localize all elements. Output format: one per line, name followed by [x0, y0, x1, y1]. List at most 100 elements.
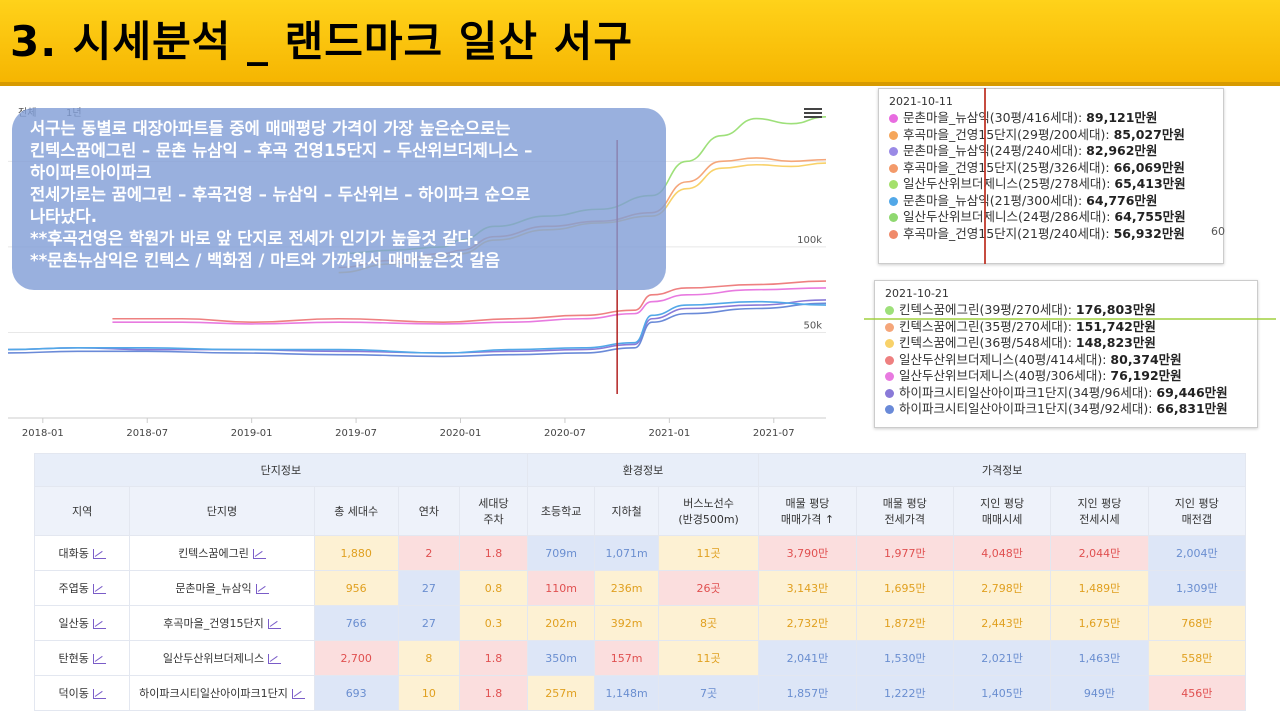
table-cell: 10 [397, 675, 461, 711]
table-column-header: 총 세대수 [313, 486, 399, 536]
cell-text: 110m [545, 581, 577, 595]
table-cell: 27 [397, 605, 461, 641]
table-cell: 1,695만 [855, 570, 954, 606]
table-column-header: 매물 평당 전세가격 [855, 486, 954, 536]
cell-text: 157m [610, 651, 643, 665]
cell-text: 0.3 [484, 616, 503, 630]
trend-chart-icon[interactable] [268, 654, 282, 664]
cell-text: 27 [421, 616, 436, 630]
complex-name-cell[interactable]: 문촌마을_뉴삼익 [129, 570, 315, 606]
cell-text: 1,880 [340, 546, 372, 560]
table-cell: 1,222만 [855, 675, 954, 711]
trend-chart-icon[interactable] [92, 619, 106, 629]
table-column-header: 지인 평당 전세시세 [1050, 486, 1149, 536]
tooltip-row: 킨텍스꿈에그린(35평/270세대): 151,742만원 [885, 319, 1247, 336]
trend-chart-icon[interactable] [92, 549, 106, 559]
tooltip-row-value: 66,831만원 [1156, 401, 1228, 416]
x-tick-label: 2020-01 [440, 428, 482, 439]
cell-text: 2,044만 [1078, 547, 1121, 560]
table-column-header: 초등학교 [526, 486, 596, 536]
cell-text: 2,041만 [786, 652, 829, 665]
complex-name-cell[interactable]: 후곡마을_건영15단지 [129, 605, 315, 641]
series-dot-icon [889, 196, 898, 206]
trend-chart-icon[interactable] [92, 584, 106, 594]
chart-menu-icon[interactable] [804, 106, 822, 120]
tooltip-row-label: 하이파크시티일산아이파크1단지(34평/92세대): [899, 401, 1157, 416]
tooltip-marker-line [984, 88, 986, 264]
note-line: 킨텍스꿈에그린 – 문촌 뉴삼익 – 후곡 건영15단지 – 두산위브더제니스 … [30, 141, 533, 160]
tooltip-row-label: 후곡마을_건영15단지(21평/240세대): [903, 225, 1114, 241]
table-cell: 1,675만 [1050, 605, 1149, 641]
cell-text: 후곡마을_건영15단지 [163, 617, 264, 630]
region-cell[interactable]: 주엽동 [33, 570, 131, 606]
tooltip-row-value: 64,776만원 [1086, 192, 1158, 208]
region-cell[interactable]: 탄현동 [33, 640, 131, 676]
table-cell: 2,041만 [758, 640, 857, 676]
table-cell: 768만 [1147, 605, 1247, 641]
trend-chart-icon[interactable] [255, 584, 269, 594]
table-cell: 2,443만 [952, 605, 1052, 641]
table-cell: 1.8 [459, 640, 528, 676]
tooltip-row-value: 65,413만원 [1114, 176, 1186, 191]
table-cell: 1,977만 [855, 535, 954, 571]
trend-chart-icon[interactable] [267, 619, 281, 629]
cell-text: 456만 [1181, 687, 1213, 700]
tooltip-row: 후곡마을_건영15단지(25평/326세대): 66,069만원 [889, 160, 1213, 177]
cell-text: 202m [545, 616, 577, 630]
region-cell[interactable]: 덕이동 [33, 675, 131, 711]
complex-name-cell[interactable]: 일산두산위브더제니스 [129, 640, 315, 676]
table-cell: 1,530만 [855, 640, 954, 676]
table-column-header: 연차 [397, 486, 461, 536]
trend-chart-icon[interactable] [291, 689, 305, 699]
table-cell: 1,880 [313, 535, 399, 571]
tooltip-row: 하이파크시티일산아이파크1단지(34평/92세대): 66,831만원 [885, 401, 1247, 418]
table-cell: 3,790만 [758, 535, 857, 571]
table-cell: 236m [594, 570, 659, 606]
tooltip-row: 일산두산위브더제니스(25평/278세대): 65,413만원 [889, 176, 1213, 193]
cell-text: 킨텍스꿈에그린 [178, 547, 249, 560]
table-cell: 8곳 [657, 605, 760, 641]
table-cell: 1.8 [459, 675, 528, 711]
table-cell: 766 [313, 605, 399, 641]
cell-text: 11곳 [696, 547, 721, 560]
table-cell: 26곳 [657, 570, 760, 606]
cell-text: 문촌마을_뉴삼익 [175, 582, 252, 595]
cell-text: 2,004만 [1175, 547, 1218, 560]
trend-chart-icon[interactable] [252, 549, 266, 559]
x-tick-label: 2018-01 [22, 428, 64, 439]
series-dot-icon [889, 229, 898, 239]
table-row: 대화동 킨텍스꿈에그린 1,880 2 1.8 709m 1,071m 11곳 3,790만 1,… [33, 535, 1247, 571]
tooltip-row-value: 85,027만원 [1113, 126, 1185, 142]
trend-chart-icon[interactable] [92, 654, 106, 664]
trend-chart-icon[interactable] [92, 689, 106, 699]
series-dot-icon [889, 130, 898, 140]
tooltip-row-label: 문촌마을_뉴삼익(24평/240세대): [903, 143, 1087, 158]
cell-text: 768만 [1181, 617, 1213, 630]
table-cell: 2,732만 [758, 605, 857, 641]
cell-text: 392m [610, 616, 643, 630]
table-column-header[interactable]: 매물 평당 매매가격 ↑ [758, 486, 857, 536]
table-cell: 11곳 [657, 640, 760, 676]
series-dot-icon [889, 114, 898, 123]
cell-text: 1,463만 [1078, 652, 1121, 665]
complex-name-cell[interactable]: 하이파크시티일산아이파크1단지 [129, 675, 315, 711]
region-cell[interactable]: 대화동 [33, 535, 131, 571]
tooltip-row-label: 일산두산위브더제니스(25평/278세대): [903, 176, 1115, 191]
cell-text: 1,405만 [981, 687, 1023, 700]
series-dot-icon [889, 180, 898, 189]
tooltip-row-value: 64,755만원 [1114, 209, 1186, 224]
cell-text: 26곳 [696, 582, 721, 595]
table-cell: 0.3 [459, 605, 528, 641]
tooltip-row-value: 151,742만원 [1075, 318, 1156, 334]
x-tick-label: 2021-07 [753, 428, 795, 439]
x-tick-label: 2021-01 [648, 428, 690, 439]
cell-text: 766 [345, 616, 367, 630]
tooltip-row-label: 킨텍스꿈에그린(39평/270세대): [899, 302, 1076, 317]
complex-name-cell[interactable]: 킨텍스꿈에그린 [129, 535, 315, 571]
cell-text: 1,857만 [786, 687, 829, 700]
region-cell[interactable]: 일산동 [33, 605, 131, 641]
table-cell: 693 [313, 675, 399, 711]
table-cell: 1,148m [594, 675, 659, 711]
tooltip-row: 킨텍스꿈에그린(36평/548세대): 148,823만원 [885, 335, 1247, 352]
series-dot-icon [889, 213, 898, 222]
